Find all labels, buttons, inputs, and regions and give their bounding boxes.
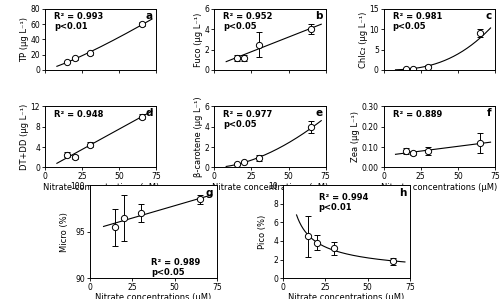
Y-axis label: Pico (%): Pico (%) <box>258 215 267 249</box>
Y-axis label: DT+DD (μg L⁻¹): DT+DD (μg L⁻¹) <box>20 104 29 170</box>
Y-axis label: Fuco (μg L⁻¹): Fuco (μg L⁻¹) <box>194 12 203 67</box>
X-axis label: Nitrate concentrations (μM): Nitrate concentrations (μM) <box>381 183 498 192</box>
Text: R² = 0.952
p<0.05: R² = 0.952 p<0.05 <box>223 12 272 31</box>
Text: R² = 0.948: R² = 0.948 <box>54 109 104 118</box>
Text: R² = 0.889: R² = 0.889 <box>392 109 442 118</box>
Y-axis label: β-carotene (μg L⁻¹): β-carotene (μg L⁻¹) <box>194 97 203 177</box>
Text: f: f <box>487 108 492 118</box>
X-axis label: Nitrate concentrations (μM): Nitrate concentrations (μM) <box>96 293 212 299</box>
X-axis label: Nitrate concentrations (μM): Nitrate concentrations (μM) <box>42 183 159 192</box>
X-axis label: Nitrate concentrations (μM): Nitrate concentrations (μM) <box>288 293 405 299</box>
Text: b: b <box>315 11 322 21</box>
Text: R² = 0.989
p<0.05: R² = 0.989 p<0.05 <box>151 258 200 277</box>
Text: R² = 0.981
p<0.05: R² = 0.981 p<0.05 <box>392 12 442 31</box>
X-axis label: Nitrate concentrations (μM): Nitrate concentrations (μM) <box>212 183 328 192</box>
Text: a: a <box>146 11 153 21</box>
Text: e: e <box>315 108 322 118</box>
Text: R² = 0.977
p<0.05: R² = 0.977 p<0.05 <box>223 109 272 129</box>
Y-axis label: Micro (%): Micro (%) <box>60 212 69 252</box>
Text: R² = 0.993
p<0.01: R² = 0.993 p<0.01 <box>54 12 103 31</box>
Text: R² = 0.994
p<0.01: R² = 0.994 p<0.01 <box>318 193 368 212</box>
Y-axis label: Chlc₂ (μg L⁻¹): Chlc₂ (μg L⁻¹) <box>358 11 368 68</box>
Y-axis label: TP (μg L⁻¹): TP (μg L⁻¹) <box>20 17 29 62</box>
Text: d: d <box>146 108 153 118</box>
Text: g: g <box>206 188 213 198</box>
Text: c: c <box>486 11 492 21</box>
Y-axis label: Zea (μg L⁻¹): Zea (μg L⁻¹) <box>352 112 360 162</box>
Text: h: h <box>399 188 406 198</box>
